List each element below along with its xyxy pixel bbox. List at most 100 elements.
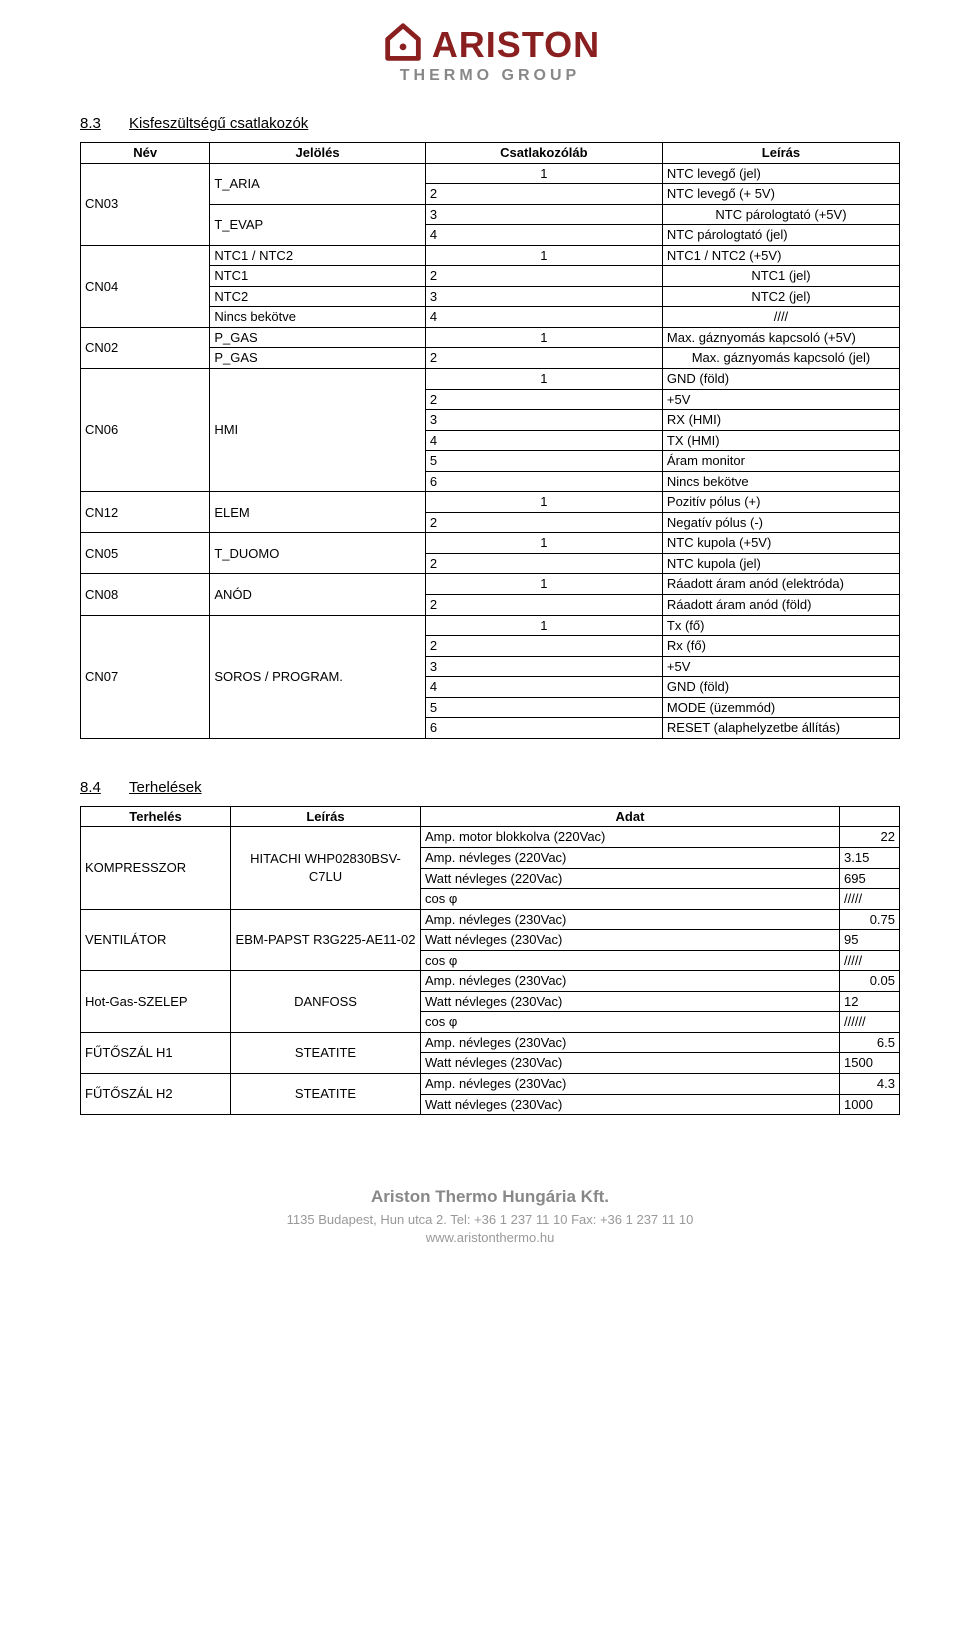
- section-num: 8.3: [80, 115, 101, 132]
- cell-adat: Amp. névleges (230Vac): [421, 909, 840, 930]
- cell-leiras: Rx (fő): [662, 636, 899, 657]
- cell-adat: Amp. névleges (230Vac): [421, 971, 840, 992]
- cell-nev: CN03: [81, 163, 210, 245]
- cell-nev: CN12: [81, 492, 210, 533]
- cell-adat: Amp. motor blokkolva (220Vac): [421, 827, 840, 848]
- cell-terheles: Hot-Gas-SZELEP: [81, 971, 231, 1033]
- cell-leiras: MODE (üzemmód): [662, 697, 899, 718]
- table-row: CN12ELEM1Pozitív pólus (+): [81, 492, 900, 513]
- cell-leiras: Max. gáznyomás kapcsoló (+5V): [662, 327, 899, 348]
- cell-value: 12: [840, 991, 900, 1012]
- cell-adat: Watt névleges (230Vac): [421, 1094, 840, 1115]
- cell-value: 22: [840, 827, 900, 848]
- cell-nev: CN02: [81, 327, 210, 368]
- cell-value: 95: [840, 930, 900, 951]
- cell-jeloles: NTC2: [210, 286, 426, 307]
- cell-leiras: STEATITE: [231, 1032, 421, 1073]
- col-value: [840, 806, 900, 827]
- table-row: VENTILÁTOREBM-PAPST R3G225-AE11-02Amp. n…: [81, 909, 900, 930]
- cell-pin: 5: [425, 451, 662, 472]
- cell-pin: 1: [425, 163, 662, 184]
- cell-adat: cos φ: [421, 950, 840, 971]
- cell-nev: CN05: [81, 533, 210, 574]
- cell-pin: 6: [425, 471, 662, 492]
- table-row: CN03T_ARIA1NTC levegő (jel): [81, 163, 900, 184]
- cell-adat: Amp. névleges (230Vac): [421, 1032, 840, 1053]
- section-num: 8.4: [80, 779, 101, 796]
- cell-terheles: VENTILÁTOR: [81, 909, 231, 971]
- cell-leiras: NTC1 (jel): [662, 266, 899, 287]
- cell-leiras: Negatív pólus (-): [662, 512, 899, 533]
- cell-pin: 2: [425, 266, 662, 287]
- table-row: Hot-Gas-SZELEPDANFOSSAmp. névleges (230V…: [81, 971, 900, 992]
- table-row: CN06HMI1GND (föld): [81, 369, 900, 390]
- col-terheles: Terhelés: [81, 806, 231, 827]
- cell-value: 0.75: [840, 909, 900, 930]
- col-nev: Név: [81, 143, 210, 164]
- cell-leiras: EBM-PAPST R3G225-AE11-02: [231, 909, 421, 971]
- cell-adat: Amp. névleges (230Vac): [421, 1073, 840, 1094]
- cell-terheles: FŰTŐSZÁL H1: [81, 1032, 231, 1073]
- cell-adat: Amp. névleges (220Vac): [421, 847, 840, 868]
- cell-leiras: NTC1 / NTC2 (+5V): [662, 245, 899, 266]
- cell-pin: 4: [425, 677, 662, 698]
- cell-adat: Watt névleges (230Vac): [421, 930, 840, 951]
- col-leiras: Leírás: [662, 143, 899, 164]
- cell-value: 1000: [840, 1094, 900, 1115]
- section-heading-8-3: 8.3 Kisfeszültségű csatlakozók: [80, 115, 900, 132]
- cell-value: /////: [840, 950, 900, 971]
- cell-leiras: ////: [662, 307, 899, 328]
- cell-leiras: +5V: [662, 656, 899, 677]
- cell-nev: CN06: [81, 369, 210, 492]
- footer-address: 1135 Budapest, Hun utca 2. Tel: +36 1 23…: [80, 1211, 900, 1229]
- cell-leiras: GND (föld): [662, 369, 899, 390]
- table-row: KOMPRESSZORHITACHI WHP02830BSV-C7LUAmp. …: [81, 827, 900, 848]
- cell-pin: 3: [425, 410, 662, 431]
- cell-jeloles: Nincs bekötve: [210, 307, 426, 328]
- cell-leiras: NTC2 (jel): [662, 286, 899, 307]
- cell-leiras: NTC kupola (+5V): [662, 533, 899, 554]
- cell-leiras: NTC kupola (jel): [662, 553, 899, 574]
- connectors-table: Név Jelölés Csatlakozóláb Leírás CN03T_A…: [80, 142, 900, 739]
- cell-jeloles: ELEM: [210, 492, 426, 533]
- cell-leiras: HITACHI WHP02830BSV-C7LU: [231, 827, 421, 909]
- cell-pin: 2: [425, 512, 662, 533]
- cell-pin: 3: [425, 656, 662, 677]
- cell-nev: CN04: [81, 245, 210, 327]
- cell-jeloles: P_GAS: [210, 348, 426, 369]
- cell-leiras: Áram monitor: [662, 451, 899, 472]
- cell-leiras: GND (föld): [662, 677, 899, 698]
- table-row: CN05T_DUOMO1NTC kupola (+5V): [81, 533, 900, 554]
- cell-pin: 1: [425, 369, 662, 390]
- cell-adat: cos φ: [421, 1012, 840, 1033]
- table-row: FŰTŐSZÁL H1STEATITEAmp. névleges (230Vac…: [81, 1032, 900, 1053]
- cell-pin: 1: [425, 492, 662, 513]
- cell-nev: CN08: [81, 574, 210, 615]
- loads-table: Terhelés Leírás Adat KOMPRESSZORHITACHI …: [80, 806, 900, 1115]
- cell-leiras: DANFOSS: [231, 971, 421, 1033]
- table-row: CN02P_GAS1Max. gáznyomás kapcsoló (+5V): [81, 327, 900, 348]
- col-jeloles: Jelölés: [210, 143, 426, 164]
- cell-leiras: NTC párologtató (jel): [662, 225, 899, 246]
- cell-jeloles: SOROS / PROGRAM.: [210, 615, 426, 738]
- cell-jeloles: P_GAS: [210, 327, 426, 348]
- cell-leiras: TX (HMI): [662, 430, 899, 451]
- cell-leiras: NTC párologtató (+5V): [662, 204, 899, 225]
- cell-pin: 1: [425, 327, 662, 348]
- cell-leiras: Ráadott áram anód (elektróda): [662, 574, 899, 595]
- cell-pin: 2: [425, 595, 662, 616]
- cell-jeloles: T_DUOMO: [210, 533, 426, 574]
- cell-jeloles: NTC1: [210, 266, 426, 287]
- table-row: CN04NTC1 / NTC21NTC1 / NTC2 (+5V): [81, 245, 900, 266]
- cell-pin: 2: [425, 348, 662, 369]
- cell-value: /////: [840, 889, 900, 910]
- table-row: FŰTŐSZÁL H2STEATITEAmp. névleges (230Vac…: [81, 1073, 900, 1094]
- table-row: CN07SOROS / PROGRAM.1Tx (fő): [81, 615, 900, 636]
- cell-leiras: Nincs bekötve: [662, 471, 899, 492]
- cell-leiras: Tx (fő): [662, 615, 899, 636]
- cell-leiras: +5V: [662, 389, 899, 410]
- footer-url: www.aristonthermo.hu: [80, 1229, 900, 1247]
- cell-adat: Watt névleges (230Vac): [421, 991, 840, 1012]
- cell-pin: 6: [425, 718, 662, 739]
- cell-jeloles: ANÓD: [210, 574, 426, 615]
